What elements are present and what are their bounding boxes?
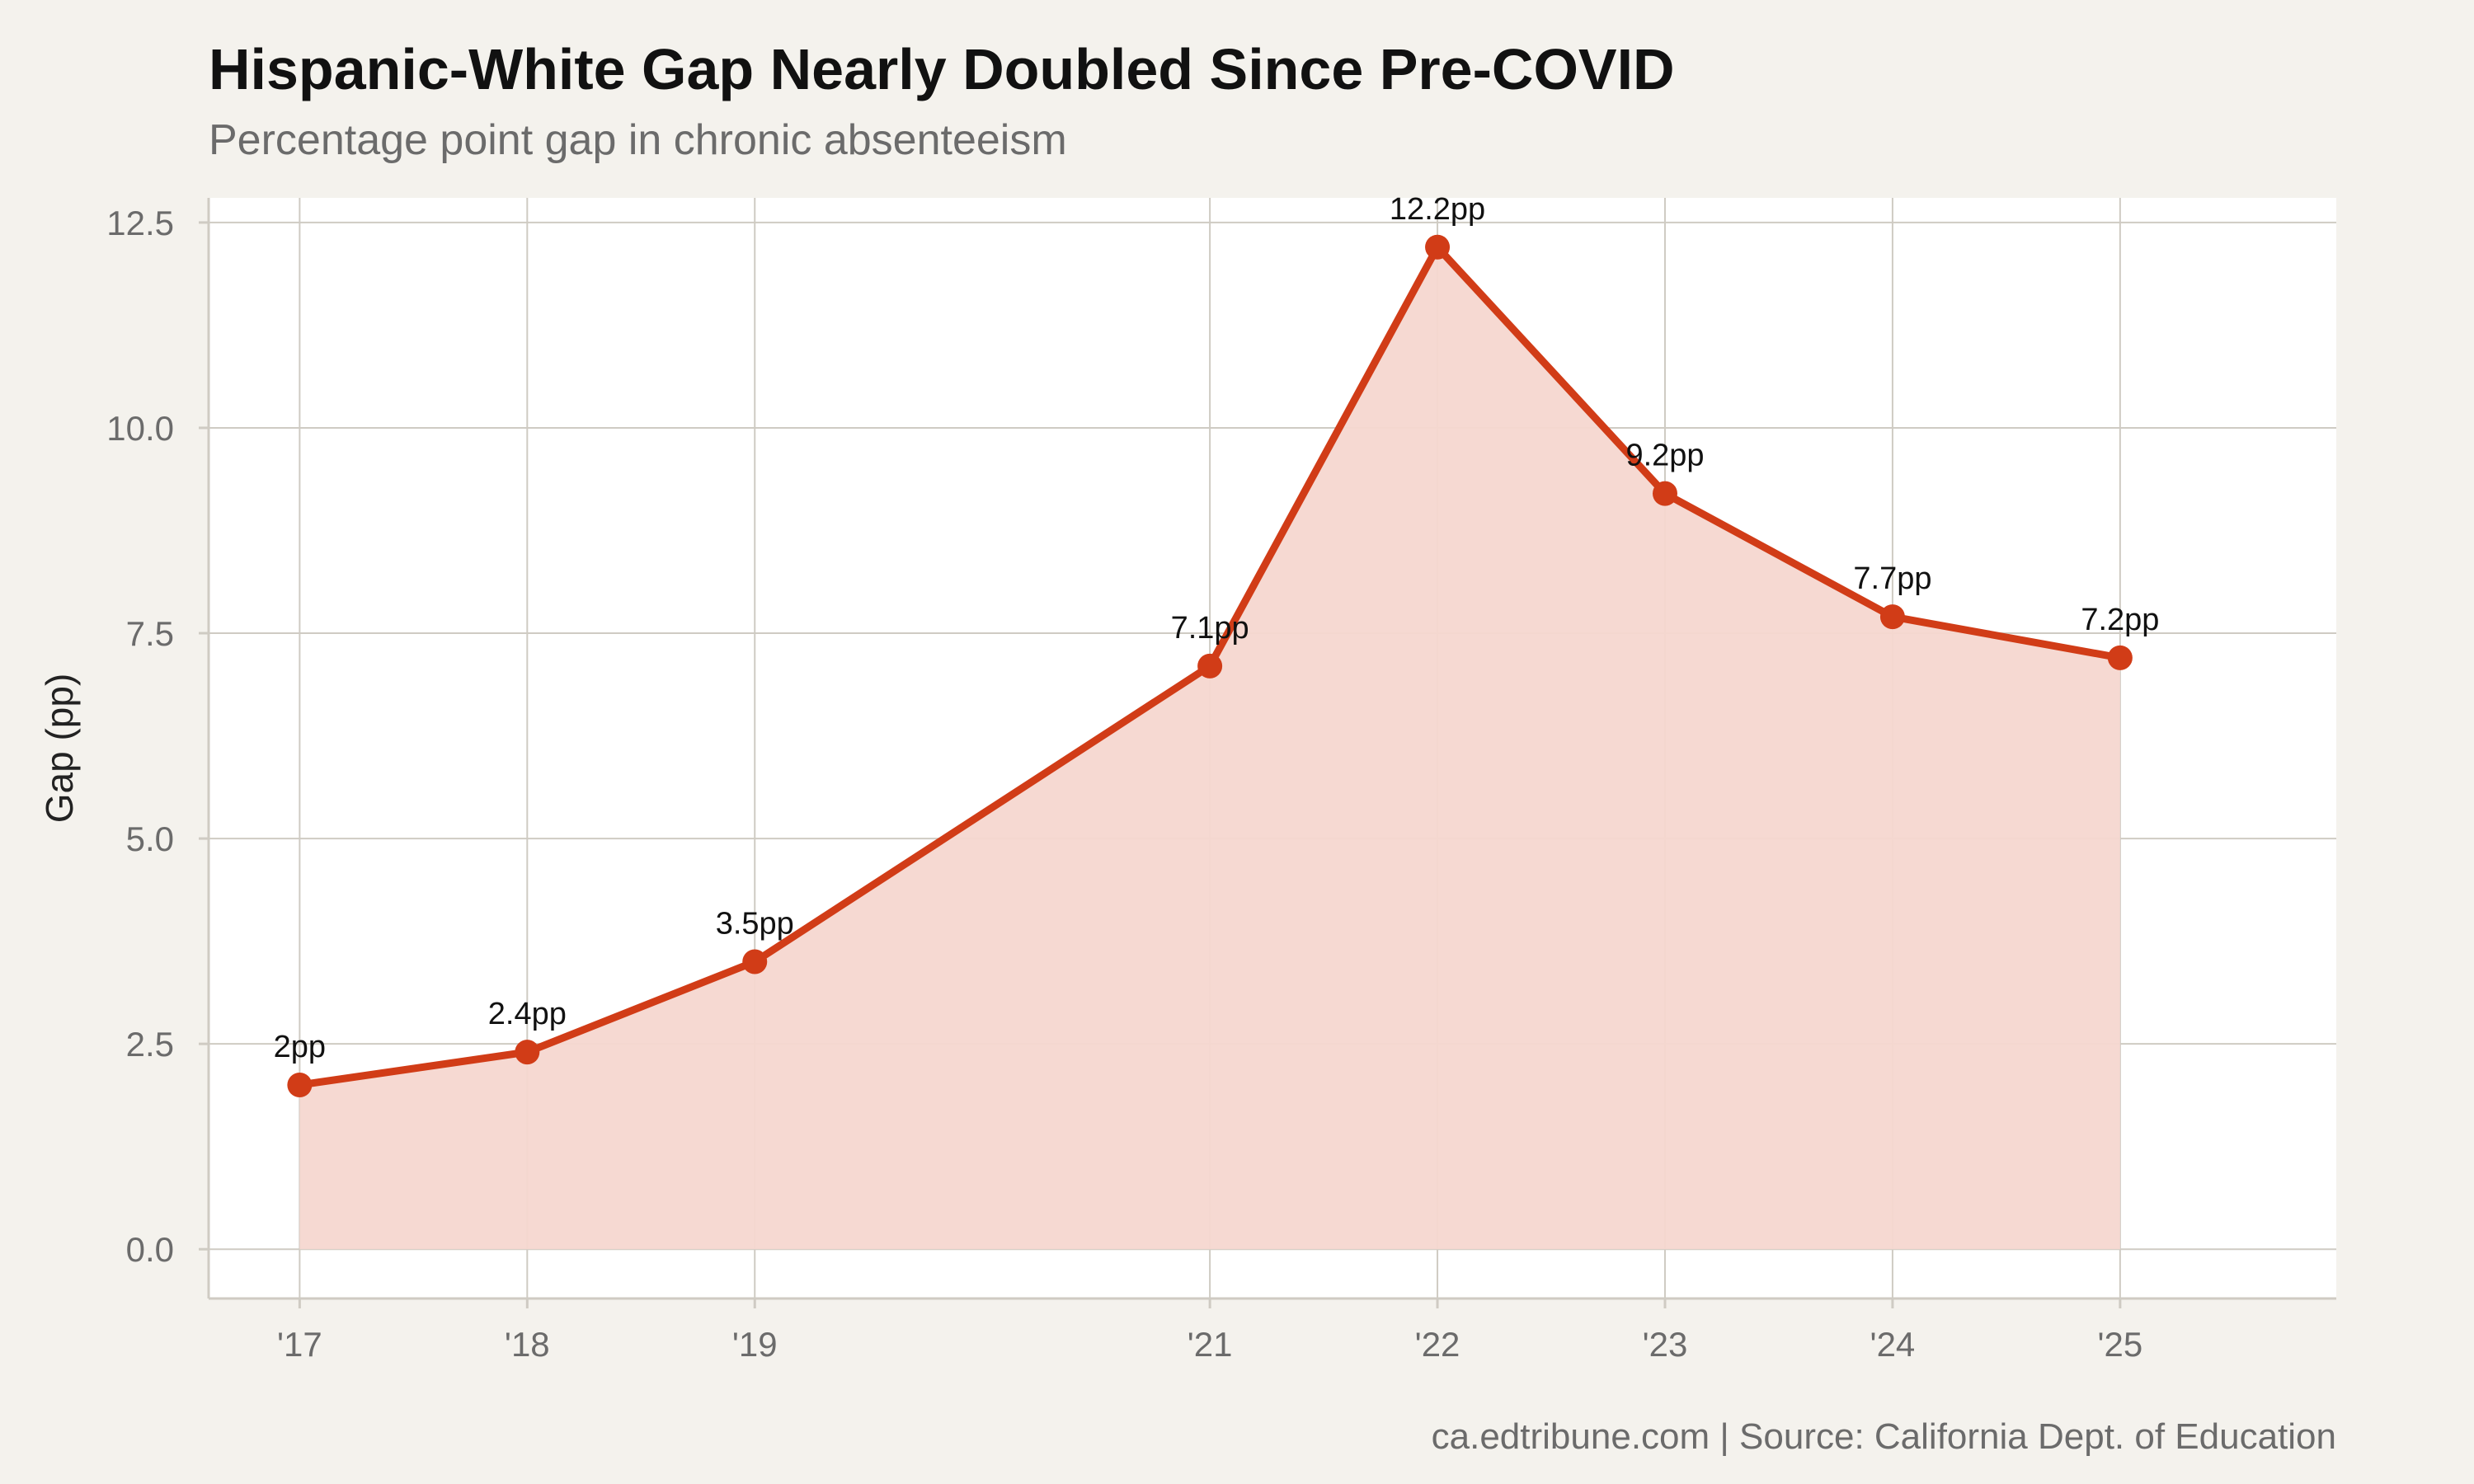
- x-tick-labels: '17 '18 '19 '21 '22 '23 '24 '25: [277, 1325, 2142, 1364]
- y-tick-label: 0.0: [126, 1230, 174, 1269]
- data-label: 3.5pp: [716, 907, 794, 942]
- data-point: [742, 949, 768, 974]
- data-point: [1652, 481, 1677, 506]
- x-tick-label: '21: [1188, 1325, 1233, 1364]
- data-point: [2107, 645, 2133, 670]
- x-tick-label: '18: [505, 1325, 550, 1364]
- chart-title: Hispanic-White Gap Nearly Doubled Since …: [209, 37, 1675, 101]
- data-labels: 2pp 2.4pp 3.5pp 7.1pp 12.2pp 9.2pp 7.7pp 7.2pp: [274, 192, 2160, 1064]
- axes: [199, 198, 2336, 1308]
- y-tick-label: 12.5: [106, 204, 174, 242]
- data-point: [287, 1072, 313, 1097]
- x-tick-label: '19: [732, 1325, 778, 1364]
- data-label: 7.2pp: [2081, 603, 2159, 637]
- x-tick-label: '25: [2097, 1325, 2142, 1364]
- x-tick-label: '24: [1870, 1325, 1916, 1364]
- series-line: [295, 243, 2124, 1089]
- x-tick-label: '23: [1643, 1325, 1688, 1364]
- chart-caption: ca.edtribune.com | Source: California De…: [1431, 1416, 2336, 1457]
- data-label: 2pp: [274, 1030, 326, 1064]
- y-axis-title: Gap (pp): [38, 674, 81, 824]
- data-point: [515, 1040, 540, 1065]
- y-tick-labels: 0.0 2.5 5.0 7.5 10.0 12.5: [106, 204, 174, 1269]
- data-point: [1879, 604, 1905, 630]
- y-tick-label: 7.5: [126, 614, 174, 653]
- data-points: [287, 234, 2133, 1097]
- x-tick-label: '17: [277, 1325, 322, 1364]
- data-label: 9.2pp: [1625, 439, 1704, 473]
- data-label: 2.4pp: [488, 997, 567, 1031]
- y-tick-label: 10.0: [106, 409, 174, 448]
- data-label: 7.1pp: [1171, 611, 1249, 646]
- chart-subtitle: Percentage point gap in chronic absentee…: [209, 116, 1067, 164]
- y-tick-label: 2.5: [126, 1025, 174, 1064]
- data-point: [1425, 234, 1451, 260]
- y-tick-label: 5.0: [126, 819, 174, 858]
- data-label: 12.2pp: [1390, 192, 1485, 227]
- x-tick-label: '22: [1415, 1325, 1460, 1364]
- data-label: 7.7pp: [1853, 561, 1931, 596]
- data-point: [1197, 653, 1223, 679]
